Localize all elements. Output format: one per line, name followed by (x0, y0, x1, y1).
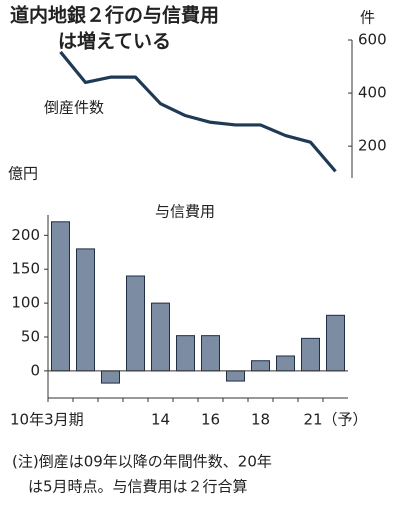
bar (176, 335, 195, 372)
y-unit: 億円 (8, 165, 38, 183)
title-line: 道内地銀２行の与信費用 (10, 4, 219, 27)
chart-subtitle: 与信費用 (155, 203, 215, 221)
y-tick-label: 150 (11, 260, 40, 278)
bar (51, 221, 70, 372)
bar (251, 360, 270, 372)
line (59, 50, 337, 173)
y-tick-label: 200 (11, 226, 40, 244)
x-tick-label: 18 (251, 411, 270, 429)
bar (201, 335, 220, 372)
y2-tick-label: 200 (358, 137, 387, 155)
bar (301, 337, 320, 372)
series-label: 倒産件数 (44, 99, 104, 117)
bar (126, 275, 145, 372)
bar (226, 370, 245, 382)
y-tick-label: 100 (11, 294, 40, 312)
note-line: は5月時点。与信費用は２行合算 (28, 478, 248, 496)
title-line: は増えている (58, 30, 171, 53)
x-tick-label: 21（予） (303, 411, 367, 429)
bar (326, 314, 345, 372)
bar (101, 370, 120, 384)
x-tick-label: 16 (201, 411, 220, 429)
x-tick-label: 14 (151, 411, 170, 429)
y2-tick-label: 400 (358, 84, 387, 102)
x-tick-label: 10年3月期 (10, 411, 84, 429)
y-tick-label: 0 (30, 361, 40, 379)
bar (151, 302, 170, 372)
y2-unit: 件 (360, 9, 375, 27)
bar (276, 355, 295, 372)
note-line: (注)倒産は09年以降の年間件数、20年 (12, 453, 272, 471)
y2-tick-label: 600 (358, 31, 387, 49)
bar (76, 248, 95, 372)
y-tick-label: 50 (21, 328, 40, 346)
